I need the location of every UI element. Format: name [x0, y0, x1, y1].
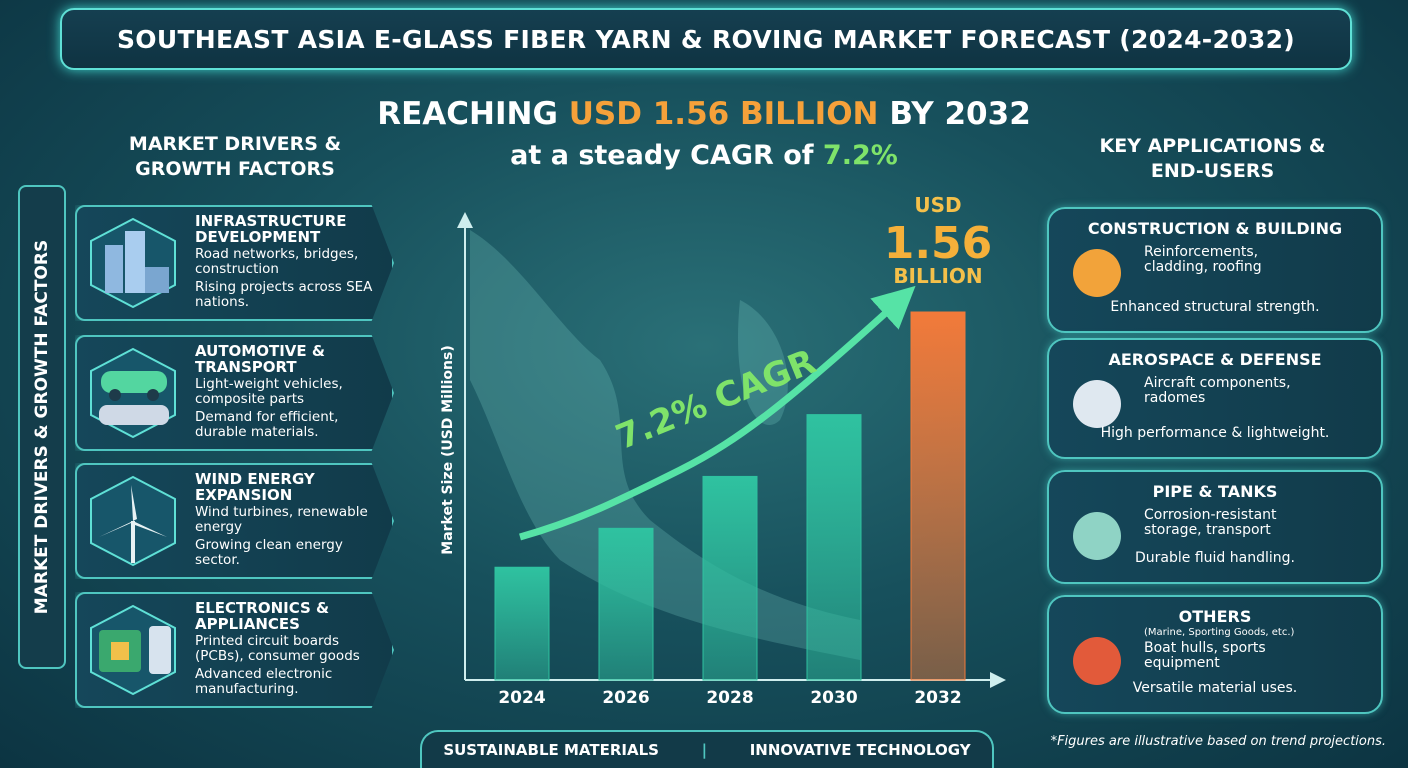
application-card: PIPE & TANKS Corrosion-resistant storage,…: [1047, 470, 1383, 584]
driver-line: Advanced electronic manufacturing.: [195, 666, 333, 697]
title-bar: SOUTHEAST ASIA E-GLASS FIBER YARN & ROVI…: [60, 8, 1352, 70]
badge: SUSTAINABLE MATERIALS: [443, 741, 659, 759]
icon: [90, 217, 176, 309]
application-lines: Boat hulls, sports equipment: [1144, 641, 1294, 671]
application-lines: Corrosion-resistant storage, transport: [1144, 508, 1294, 538]
footer-badges: SUSTAINABLE MATERIALS | INNOVATIVE TECHN…: [420, 730, 994, 768]
map-backdrop: [470, 230, 860, 660]
driver-line: Demand for efficient, durable materials.: [195, 409, 339, 440]
driver-text: ELECTRONICS & APPLIANCES Printed circuit …: [195, 600, 380, 697]
application-card: AEROSPACE & DEFENSE Aircraft components, …: [1047, 338, 1383, 459]
x-tick-label: 2030: [810, 688, 857, 708]
driver-title: WIND ENERGY EXPANSION: [195, 470, 315, 504]
driver-line: Printed circuit boards (PCBs), consumer …: [195, 633, 360, 664]
side-label-box: MARKET DRIVERS & GROWTH FACTORS: [18, 185, 66, 669]
bar: [598, 527, 654, 681]
driver-card: INFRASTRUCTURE DEVELOPMENT Road networks,…: [75, 205, 394, 321]
application-icon: [1063, 631, 1133, 691]
driver-text: AUTOMOTIVE & TRANSPORT Light-weight vehic…: [195, 343, 380, 440]
icon: [90, 475, 176, 567]
bar: [806, 414, 862, 681]
headline-highlight: USD 1.56 BILLION: [568, 96, 879, 132]
callout-unit: BILLION: [893, 264, 982, 288]
application-subtitle: (Marine, Sporting Goods, etc.): [1144, 627, 1295, 638]
trend-arrow: [519, 285, 916, 541]
driver-icon: [87, 347, 179, 439]
x-tick-label: 2032: [914, 688, 961, 708]
driver-title: AUTOMOTIVE & TRANSPORT: [195, 342, 325, 376]
drivers-title: MARKET DRIVERS & GROWTH FACTORS: [128, 133, 342, 180]
application-title: CONSTRUCTION & BUILDING: [1087, 219, 1343, 238]
driver-title: INFRASTRUCTURE DEVELOPMENT: [195, 212, 347, 246]
driver-title: ELECTRONICS & APPLIANCES: [195, 599, 330, 633]
badge: INNOVATIVE TECHNOLOGY: [749, 741, 971, 759]
application-icon: [1063, 374, 1133, 434]
subheadline-highlight: 7.2%: [822, 140, 898, 171]
callout-value: 1.56: [884, 218, 993, 269]
x-tick-label: 2028: [706, 688, 753, 708]
bar: [494, 566, 550, 681]
x-tick-label: 2026: [602, 688, 649, 708]
driver-icon: [87, 604, 179, 696]
application-line: Reinforcements, cladding, roofing: [1144, 244, 1262, 275]
icon: [1073, 249, 1121, 297]
headline-tail: BY 2032: [889, 96, 1031, 132]
bar: [702, 475, 758, 681]
driver-card: ELECTRONICS & APPLIANCES Printed circuit …: [75, 592, 394, 708]
driver-text: WIND ENERGY EXPANSION Wind turbines, rene…: [195, 471, 380, 568]
headline-lead: REACHING: [377, 96, 558, 132]
icon: [1073, 512, 1121, 560]
application-note: Durable fluid handling.: [1135, 550, 1295, 566]
driver-line: Wind turbines, renewable energy: [195, 504, 368, 535]
driver-line: Road networks, bridges, construction: [195, 246, 359, 277]
application-card: CONSTRUCTION & BUILDING Reinforcements, c…: [1047, 207, 1383, 333]
driver-icon: [87, 217, 179, 309]
bar: [910, 311, 966, 681]
driver-line: Light-weight vehicles, composite parts: [195, 376, 343, 407]
application-note: High performance & lightweight.: [1100, 425, 1330, 441]
subheadline: at a steady CAGR of 7.2%: [300, 140, 1108, 171]
application-lines: Aircraft components, radomes: [1144, 376, 1294, 406]
application-note: Enhanced structural strength.: [1110, 299, 1320, 315]
icon: [90, 347, 176, 439]
page-title: SOUTHEAST ASIA E-GLASS FIBER YARN & ROVI…: [117, 24, 1295, 54]
application-note: Versatile material uses.: [1132, 680, 1298, 696]
divider: |: [701, 741, 708, 759]
applications-title: KEY APPLICATIONS & END-USERS: [1099, 135, 1326, 182]
subheadline-lead: at a steady CAGR of: [510, 140, 814, 171]
driver-icon: [87, 475, 179, 567]
application-line: Boat hulls, sports equipment: [1144, 640, 1266, 671]
application-line: Aircraft components, radomes: [1144, 375, 1291, 406]
callout-prefix: USD: [914, 193, 961, 217]
application-icon: [1063, 506, 1133, 566]
driver-card: WIND ENERGY EXPANSION Wind turbines, rene…: [75, 463, 394, 579]
application-title: PIPE & TANKS: [1152, 482, 1278, 501]
driver-card: AUTOMOTIVE & TRANSPORT Light-weight vehic…: [75, 335, 394, 451]
application-card: OTHERS (Marine, Sporting Goods, etc.) Boat…: [1047, 595, 1383, 714]
application-lines: Reinforcements, cladding, roofing: [1144, 245, 1294, 275]
driver-text: INFRASTRUCTURE DEVELOPMENT Road networks,…: [195, 213, 380, 310]
application-line: Corrosion-resistant storage, transport: [1144, 507, 1277, 538]
icon: [90, 604, 176, 696]
icon: [1073, 637, 1121, 685]
x-tick-label: 2024: [498, 688, 545, 708]
icon: [1073, 380, 1121, 428]
headline: REACHING USD 1.56 BILLION BY 2032: [300, 96, 1108, 132]
driver-line: Growing clean energy sector.: [195, 537, 343, 568]
footnote: *Figures are illustrative based on trend…: [1050, 734, 1386, 749]
application-title: OTHERS: [1178, 607, 1252, 626]
application-icon: [1063, 243, 1133, 303]
driver-line: Rising projects across SEA nations.: [195, 279, 373, 310]
application-title: AEROSPACE & DEFENSE: [1108, 350, 1322, 369]
y-axis-label: Market Size (USD Millions): [440, 345, 456, 554]
